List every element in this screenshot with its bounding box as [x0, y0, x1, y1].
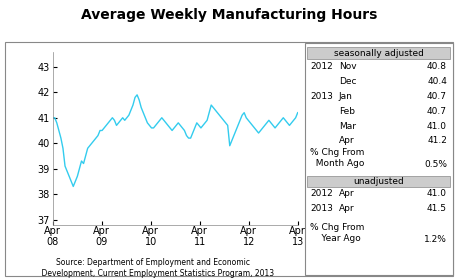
Text: 40.7: 40.7	[427, 107, 447, 116]
Text: 40.7: 40.7	[427, 92, 447, 101]
Text: 41.5: 41.5	[427, 204, 447, 213]
Text: Dec: Dec	[339, 77, 356, 86]
Text: seasonally adjusted: seasonally adjusted	[333, 49, 424, 57]
Text: Feb: Feb	[339, 107, 355, 116]
Text: 2012: 2012	[310, 62, 333, 71]
Text: 2013: 2013	[310, 92, 333, 101]
Text: Source: Department of Employment and Economic
    Development, Current Employmen: Source: Department of Employment and Eco…	[33, 258, 274, 278]
Text: Apr: Apr	[339, 204, 354, 213]
Text: Average Weekly Manufacturing Hours: Average Weekly Manufacturing Hours	[81, 8, 377, 22]
Text: 41.2: 41.2	[427, 136, 447, 145]
Text: 0.5%: 0.5%	[424, 160, 447, 169]
Text: Jan: Jan	[339, 92, 353, 101]
Text: % Chg From
    Year Ago: % Chg From Year Ago	[310, 223, 365, 243]
Text: 40.8: 40.8	[427, 62, 447, 71]
Text: 1.2%: 1.2%	[424, 235, 447, 244]
Text: Nov: Nov	[339, 62, 356, 71]
Text: 41.0: 41.0	[427, 189, 447, 198]
Text: % Chg From
  Month Ago: % Chg From Month Ago	[310, 148, 365, 168]
Text: 40.4: 40.4	[427, 77, 447, 86]
Text: Apr: Apr	[339, 189, 354, 198]
Text: 2012: 2012	[310, 189, 333, 198]
Text: Mar: Mar	[339, 122, 356, 131]
Text: unadjusted: unadjusted	[353, 177, 404, 186]
Text: 2013: 2013	[310, 204, 333, 213]
Text: Apr: Apr	[339, 136, 354, 145]
Text: 41.0: 41.0	[427, 122, 447, 131]
